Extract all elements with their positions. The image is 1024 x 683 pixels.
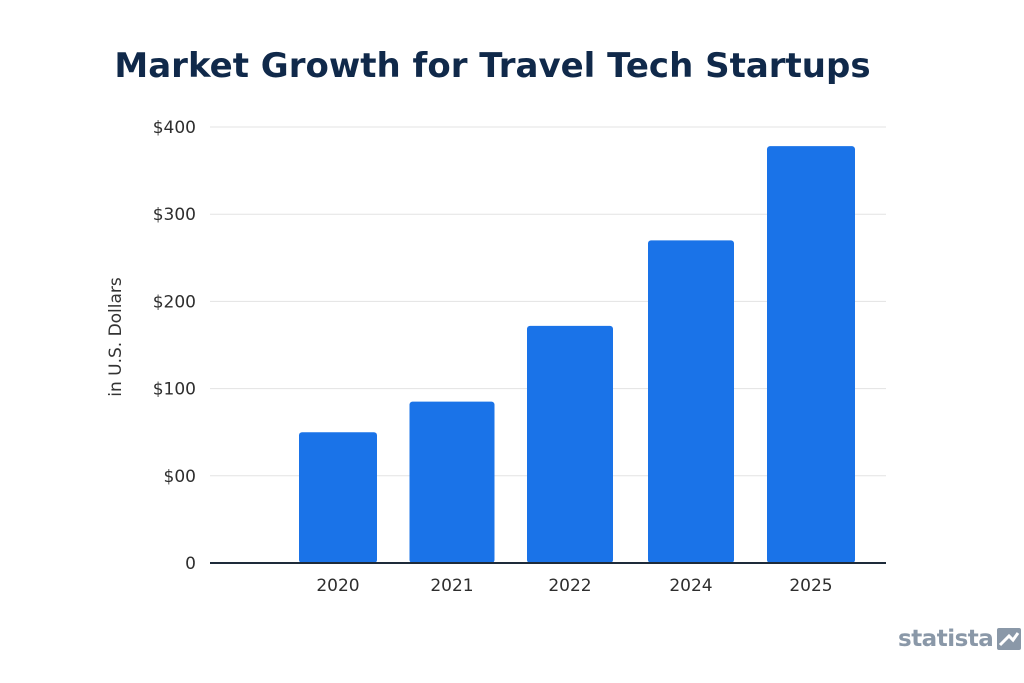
y-tick-label: $200 xyxy=(153,292,196,312)
y-tick-label: $00 xyxy=(164,467,196,487)
x-tick-label: 2025 xyxy=(789,576,832,596)
x-tick-label: 2020 xyxy=(316,576,359,596)
y-tick-label: $300 xyxy=(153,205,196,225)
bar-2025 xyxy=(767,146,855,563)
statista-logo-icon xyxy=(997,628,1022,650)
y-tick-label: $400 xyxy=(153,118,196,138)
bars xyxy=(299,146,855,564)
bar-2020 xyxy=(299,432,377,563)
y-tick-label: 0 xyxy=(185,554,196,574)
x-tick-label: 2021 xyxy=(430,576,473,596)
y-axis-title: in U.S. Dollars xyxy=(106,277,126,397)
brand-logo: statista xyxy=(898,624,1022,654)
bar-2022 xyxy=(527,325,613,563)
x-tick-label: 2024 xyxy=(669,576,712,596)
x-tick-labels: 2020 2021 2022 2024 2025 xyxy=(316,576,832,596)
y-tick-label: $100 xyxy=(153,380,196,400)
brand-name: statista xyxy=(898,626,994,652)
bar-2024 xyxy=(648,240,734,564)
chart-title: Market Growth for Travel Tech Startups xyxy=(114,46,871,86)
bar-2021 xyxy=(409,401,495,563)
x-tick-label: 2022 xyxy=(548,576,591,596)
y-tick-labels: $400 $300 $200 $100 $00 0 xyxy=(153,118,196,574)
